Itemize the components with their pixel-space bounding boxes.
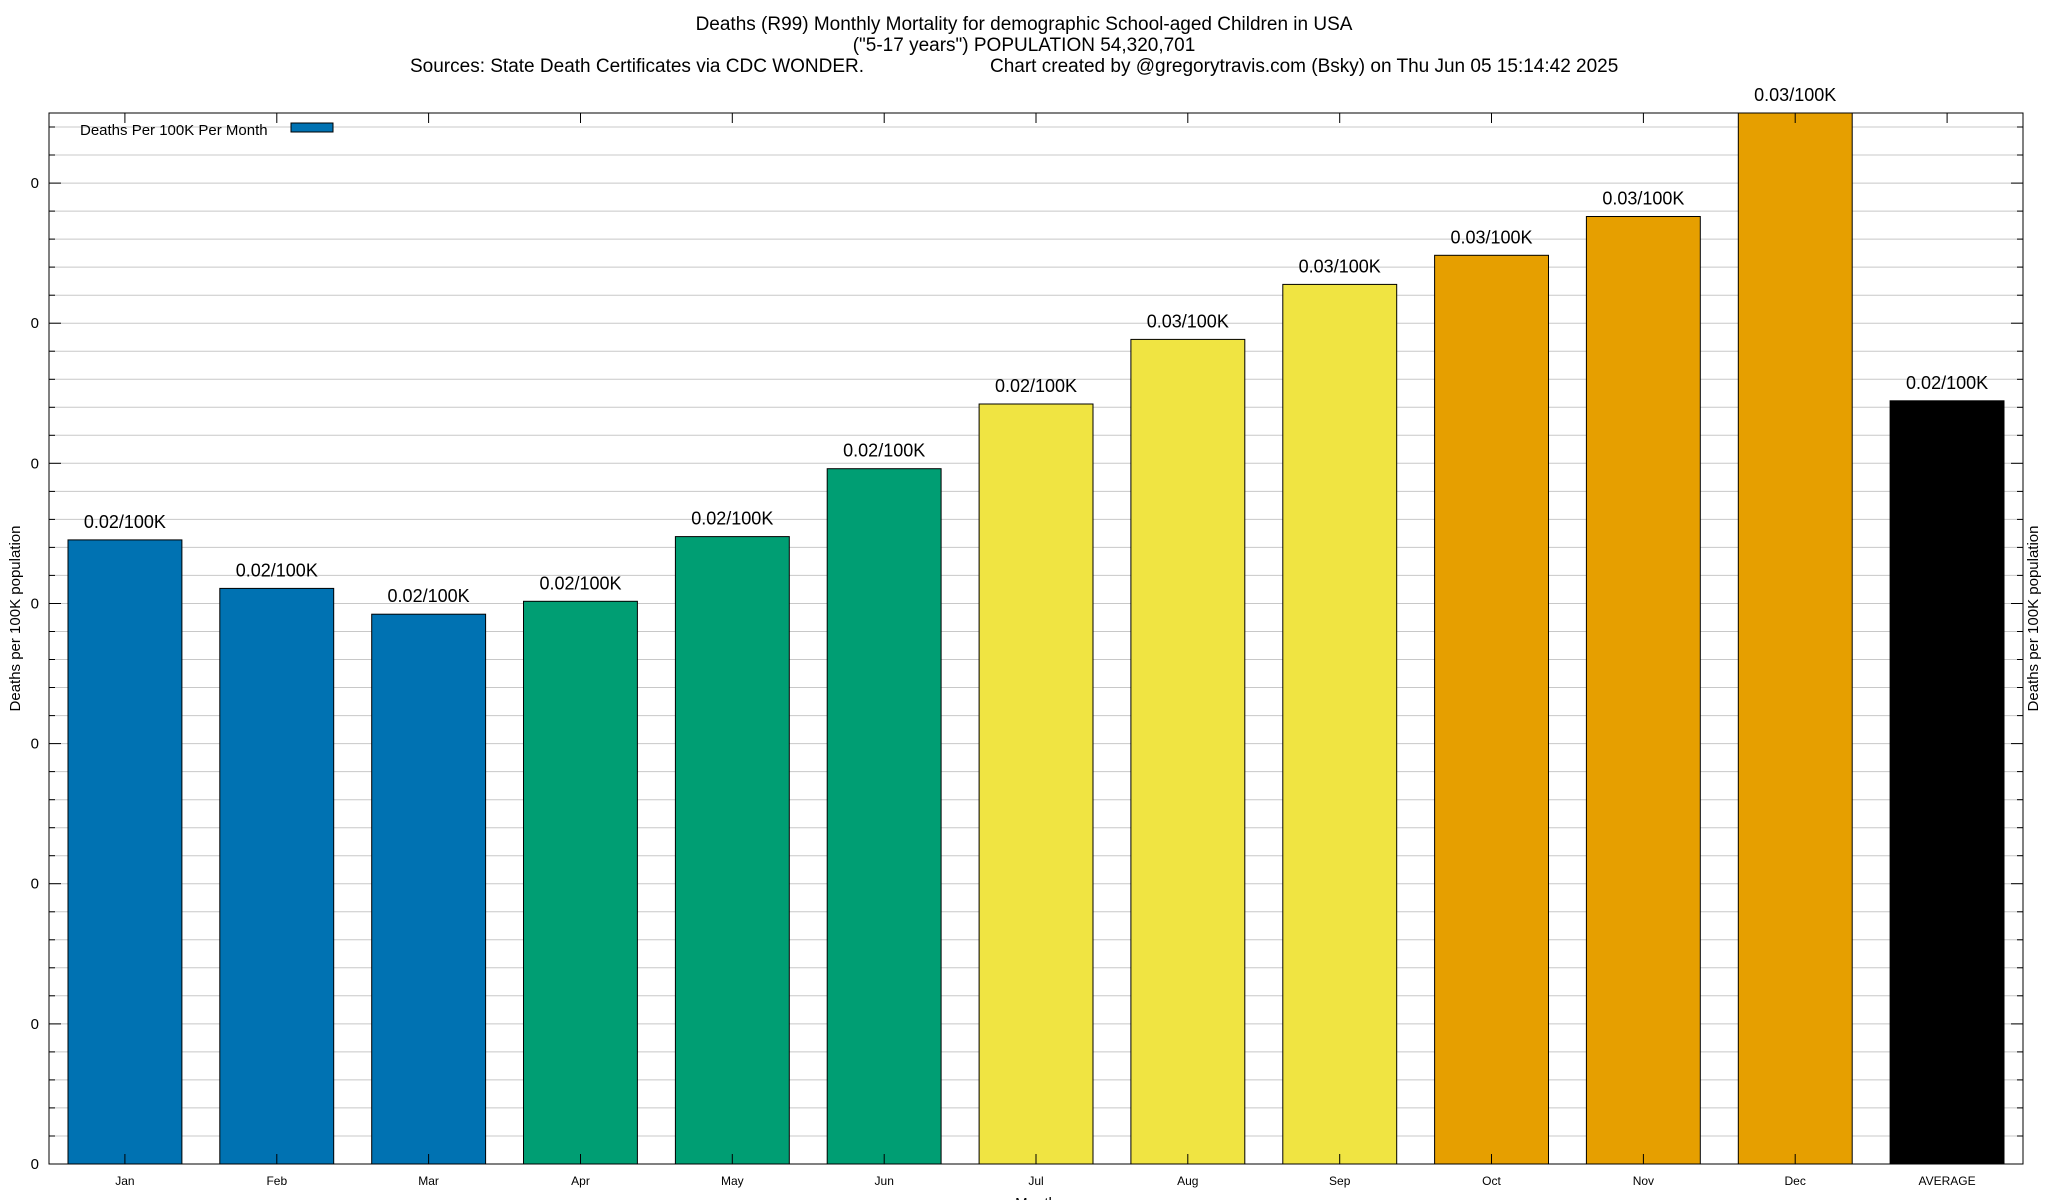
bar-aug xyxy=(1130,338,1246,1165)
data-label: 0.02/100K xyxy=(691,509,773,529)
bar-may xyxy=(674,536,790,1165)
x-tick-label: Jan xyxy=(115,1174,134,1188)
x-tick-label: Jul xyxy=(1028,1174,1043,1188)
data-label: 0.02/100K xyxy=(843,441,925,461)
data-label: 0.03/100K xyxy=(1299,256,1381,276)
y-tick-label: 0 xyxy=(31,1016,39,1033)
bar-mar xyxy=(371,613,487,1165)
y-tick-label: 0 xyxy=(31,736,39,753)
data-label: 0.03/100K xyxy=(1754,85,1836,105)
y-tick-label: 0 xyxy=(31,315,39,332)
bar-sep xyxy=(1282,283,1398,1165)
x-tick-label: Apr xyxy=(571,1174,590,1188)
bar-nov xyxy=(1585,216,1701,1165)
bar-jul xyxy=(978,403,1094,1165)
y-axis-label-right: Deaths per 100K population xyxy=(2025,526,2042,712)
data-label: 0.03/100K xyxy=(1602,189,1684,209)
x-tick-label: Sep xyxy=(1329,1174,1351,1188)
y-tick-label: 0 xyxy=(31,175,39,192)
y-tick-label: 0 xyxy=(31,876,39,893)
data-label: 0.02/100K xyxy=(539,573,621,593)
data-label: 0.03/100K xyxy=(1147,311,1229,331)
chart-subtitle: ("5-17 years") POPULATION 54,320,701 xyxy=(852,35,1196,56)
bar-jun xyxy=(826,468,942,1165)
bar-dec xyxy=(1737,112,1853,1165)
bar-feb xyxy=(219,587,335,1165)
bar-jan xyxy=(67,539,183,1165)
data-label: 0.02/100K xyxy=(1906,373,1988,393)
chart-credit: Chart created by @gregorytravis.com (Bsk… xyxy=(990,56,1619,77)
x-tick-label: Nov xyxy=(1633,1174,1654,1188)
x-tick-label: May xyxy=(721,1174,744,1188)
x-tick-label: Aug xyxy=(1177,1174,1198,1188)
data-label: 0.02/100K xyxy=(995,376,1077,396)
y-axis-label-left: Deaths per 100K population xyxy=(7,526,24,712)
bar-oct xyxy=(1434,254,1549,1165)
x-axis-label: Month xyxy=(1015,1195,1057,1200)
data-label: 0.03/100K xyxy=(1450,227,1532,247)
bar-average xyxy=(1889,400,2005,1165)
legend: Deaths Per 100K Per Month xyxy=(80,122,334,139)
bar-apr xyxy=(523,600,638,1165)
x-tick-label: Jun xyxy=(875,1174,894,1188)
data-label: 0.02/100K xyxy=(84,512,166,532)
legend-swatch xyxy=(290,122,334,133)
chart-title: Deaths (R99) Monthly Mortality for demog… xyxy=(695,14,1353,35)
chart-sources: Sources: State Death Certificates via CD… xyxy=(410,56,865,77)
y-tick-label: 0 xyxy=(31,1156,39,1173)
plot-frame xyxy=(48,112,2024,1165)
x-tick-label: Mar xyxy=(418,1174,439,1188)
x-tick-label: Feb xyxy=(266,1174,287,1188)
x-tick-label: AVERAGE xyxy=(1919,1174,1976,1188)
y-ticks xyxy=(49,126,2023,1165)
x-tick-label: Dec xyxy=(1785,1174,1806,1188)
x-tick-label: Oct xyxy=(1482,1174,1501,1188)
data-label: 0.02/100K xyxy=(236,560,318,580)
y-tick-label: 0 xyxy=(31,595,39,612)
legend-label: Deaths Per 100K Per Month xyxy=(80,122,268,139)
y-tick-label: 0 xyxy=(31,455,39,472)
data-label: 0.02/100K xyxy=(388,586,470,606)
